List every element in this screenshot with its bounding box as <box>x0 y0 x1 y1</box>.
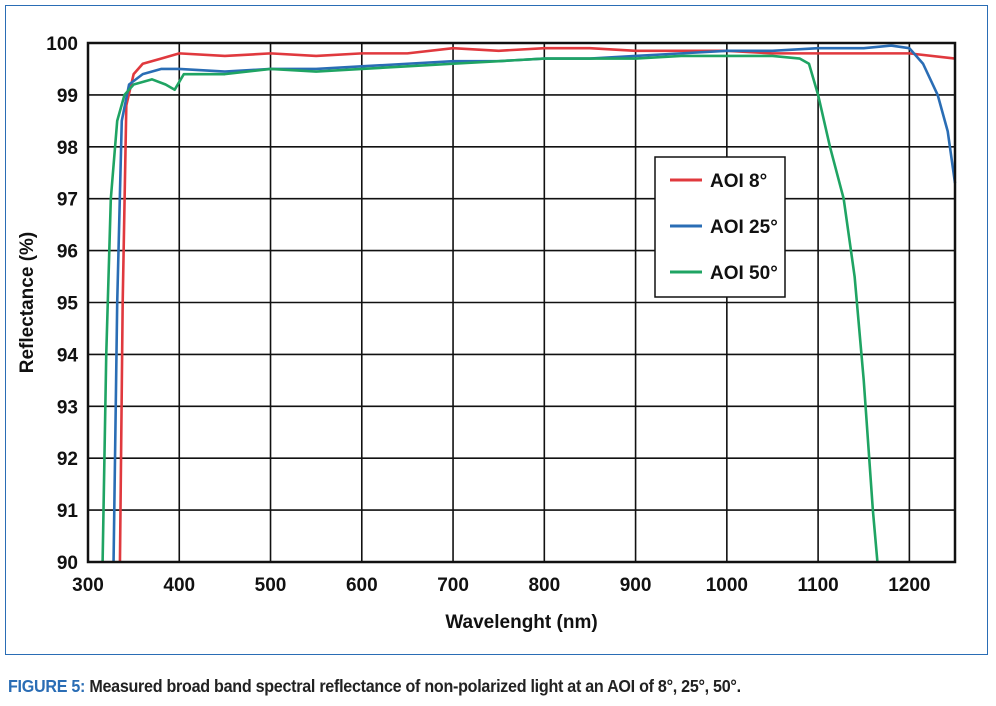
x-tick-label: 900 <box>620 575 652 596</box>
x-tick-label: 1100 <box>797 575 838 596</box>
legend-label-aoi-50: AOI 50° <box>710 263 778 284</box>
x-tick-label: 1200 <box>888 575 930 596</box>
y-tick-label: 98 <box>57 138 78 159</box>
y-axis-label: Reflectance (%) <box>17 232 38 374</box>
y-tick-label: 90 <box>57 553 78 574</box>
y-tick-label: 93 <box>57 397 78 418</box>
series-line-aoi-50 <box>101 54 879 563</box>
x-tick-label: 300 <box>72 575 104 596</box>
y-tick-label: 100 <box>46 34 78 55</box>
x-tick-label: 1000 <box>706 575 748 596</box>
y-tick-label: 95 <box>57 294 79 315</box>
caption-label: FIGURE 5: <box>8 676 86 696</box>
legend-label-aoi-25: AOI 25° <box>710 217 778 238</box>
y-tick-label: 99 <box>57 86 78 107</box>
figure-caption: FIGURE 5: Measured broad band spectral r… <box>8 676 741 697</box>
series-line-aoi-8 <box>118 46 956 563</box>
y-tick-label: 91 <box>57 501 79 522</box>
reflectance-chart: 90 91 92 93 94 95 96 97 98 99 100 300 400 500 600 700 80… <box>17 34 957 633</box>
x-tick-label: 600 <box>346 575 378 596</box>
y-tick-label: 96 <box>57 242 78 263</box>
plot-border <box>86 41 957 564</box>
caption-text: Measured broad band spectral reflectance… <box>85 676 741 696</box>
x-tick-label: 800 <box>528 575 560 596</box>
y-tick-label: 92 <box>57 449 78 470</box>
legend-label-aoi-8: AOI 8° <box>710 171 767 192</box>
figure-frame <box>5 5 988 655</box>
x-tick-label: 700 <box>437 575 469 596</box>
x-tick-label: 500 <box>255 575 287 596</box>
x-axis-label: Wavelenght (nm) <box>445 612 597 633</box>
y-tick-label: 94 <box>57 345 79 366</box>
x-tick-label: 400 <box>163 575 195 596</box>
y-tick-label: 97 <box>57 190 78 211</box>
